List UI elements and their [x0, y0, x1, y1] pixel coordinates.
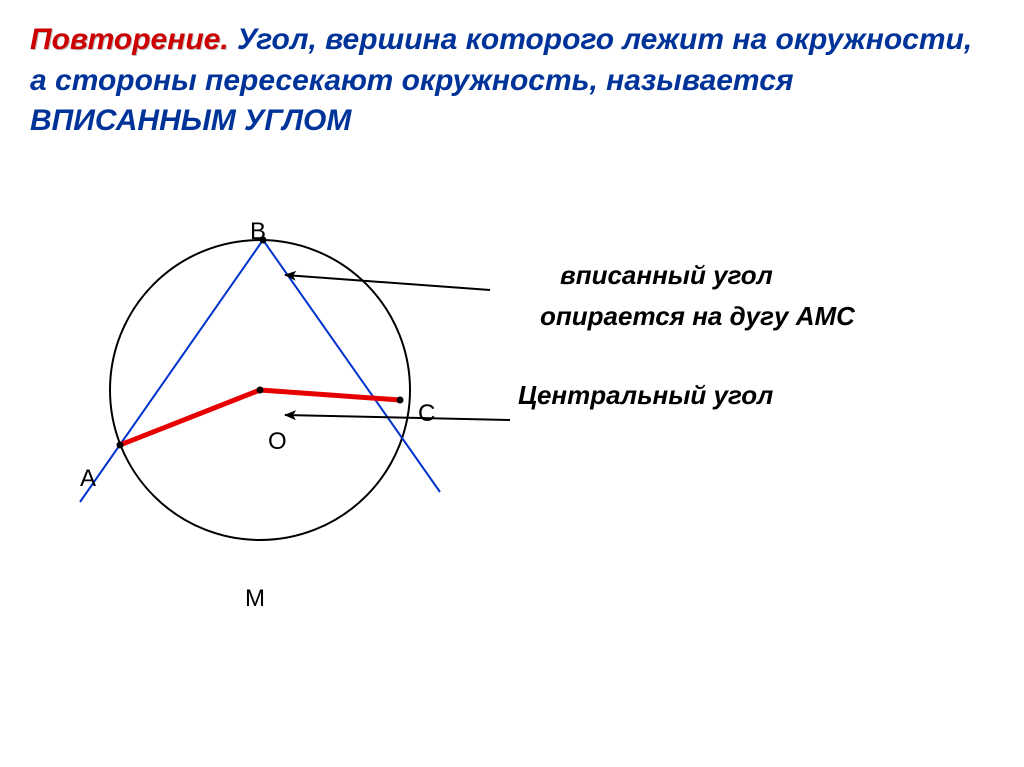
- annotation-inscribed-arc: опирается на дугу АМС: [540, 301, 1000, 332]
- point-O: [257, 387, 264, 394]
- point-A: [117, 442, 124, 449]
- title-prefix: Повторение.: [30, 23, 229, 56]
- side-labels: вписанный угол опирается на дугу АМС Цен…: [500, 260, 1000, 411]
- label-B: В: [250, 218, 266, 246]
- diagram: А В С О М: [60, 190, 440, 590]
- arrow-to-central: [285, 415, 510, 420]
- point-C: [397, 397, 404, 404]
- line-BA: [80, 240, 263, 502]
- title-block: Повторение. Угол, вершина которого лежит…: [30, 20, 990, 142]
- annotation-central-name: Центральный угол: [518, 380, 1000, 411]
- label-O: О: [268, 428, 287, 456]
- line-OC: [260, 390, 400, 400]
- line-BC: [263, 240, 440, 492]
- label-M: М: [245, 585, 265, 613]
- annotation-inscribed-name: вписанный угол: [560, 260, 1000, 291]
- label-C: С: [418, 400, 435, 428]
- label-A: А: [80, 465, 96, 493]
- arrow-to-inscribed: [285, 275, 490, 290]
- line-OA: [120, 390, 260, 445]
